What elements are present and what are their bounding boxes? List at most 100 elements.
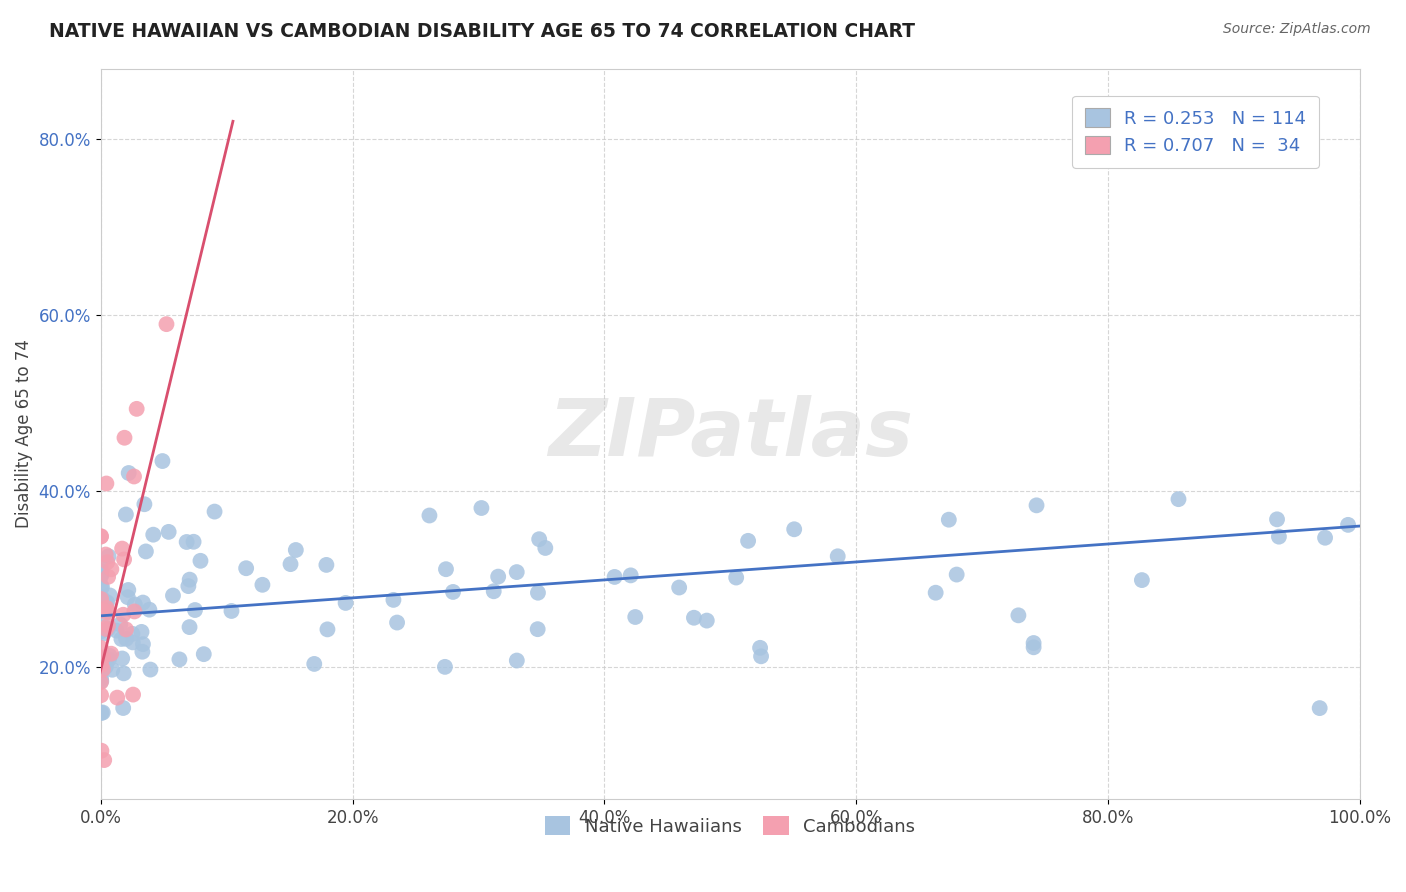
Point (193, 647, 215, 661)
Point (97, 605, 120, 619)
Point (482, 584, 505, 599)
Point (603, 570, 626, 584)
Point (316, 623, 339, 637)
Point (284, 543, 307, 558)
Point (97, 622, 120, 636)
Point (527, 585, 550, 599)
Point (90, 591, 112, 605)
Text: Source: ZipAtlas.com: Source: ZipAtlas.com (1223, 22, 1371, 37)
Point (114, 431, 136, 445)
Point (1025, 499, 1047, 513)
Point (1337, 517, 1360, 532)
Point (434, 562, 457, 576)
Point (90, 569, 112, 583)
Point (526, 622, 548, 636)
Point (91, 604, 114, 618)
Point (924, 585, 946, 599)
Point (90, 529, 112, 543)
Point (252, 578, 274, 592)
Point (112, 666, 135, 681)
Point (737, 533, 759, 548)
Point (749, 640, 772, 655)
Point (184, 603, 207, 617)
Point (97, 549, 120, 564)
Point (98, 648, 121, 663)
Point (433, 660, 456, 674)
Point (486, 569, 509, 583)
Point (97, 618, 120, 632)
Point (96, 555, 118, 569)
Point (111, 651, 134, 665)
Point (155, 317, 177, 331)
Point (441, 585, 464, 599)
Point (506, 654, 529, 668)
Point (1007, 608, 1029, 623)
Point (90, 675, 112, 690)
Point (96, 476, 118, 491)
Point (110, 617, 132, 632)
Point (190, 554, 212, 568)
Point (131, 645, 153, 659)
Point (620, 568, 643, 582)
Point (204, 505, 226, 519)
Point (696, 614, 718, 628)
Point (117, 582, 139, 597)
Point (749, 649, 772, 664)
Point (90, 599, 112, 614)
Point (135, 544, 157, 558)
Point (100, 647, 122, 661)
Point (152, 454, 174, 468)
Point (527, 532, 550, 546)
Point (162, 589, 184, 603)
Point (177, 579, 200, 593)
Point (93, 753, 115, 767)
Point (90, 688, 112, 702)
Point (315, 558, 337, 572)
Legend: Native Hawaiians, Cambodians: Native Hawaiians, Cambodians (536, 807, 924, 845)
Point (335, 596, 357, 610)
Y-axis label: Disability Age 65 to 74: Disability Age 65 to 74 (15, 339, 32, 528)
Point (91, 663, 114, 677)
Point (96, 601, 118, 615)
Point (385, 615, 408, 630)
Point (1268, 530, 1291, 544)
Point (96, 595, 118, 609)
Point (96, 598, 118, 612)
Point (115, 508, 138, 522)
Point (90, 602, 112, 616)
Point (100, 562, 122, 576)
Point (124, 604, 146, 618)
Point (90, 744, 112, 758)
Point (90, 568, 112, 582)
Point (90, 706, 112, 720)
Point (683, 611, 706, 625)
Point (112, 607, 135, 622)
Point (94, 659, 117, 673)
Point (115, 632, 138, 646)
Text: NATIVE HAWAIIAN VS CAMBODIAN DISABILITY AGE 65 TO 74 CORRELATION CHART: NATIVE HAWAIIAN VS CAMBODIAN DISABILITY … (49, 22, 915, 41)
Point (179, 620, 201, 634)
Point (125, 401, 148, 416)
Point (90, 674, 112, 689)
Point (124, 598, 146, 612)
Point (117, 591, 139, 605)
Point (91, 706, 114, 720)
Point (90, 557, 112, 571)
Point (101, 663, 124, 677)
Point (90, 530, 112, 544)
Point (94, 548, 117, 562)
Point (105, 690, 128, 705)
Point (534, 541, 557, 555)
Point (624, 610, 647, 624)
Point (221, 604, 243, 618)
Point (90, 565, 112, 579)
Point (90, 592, 112, 607)
Point (90, 651, 112, 665)
Point (945, 567, 967, 582)
Point (132, 596, 155, 610)
Point (783, 522, 806, 536)
Point (235, 561, 257, 575)
Point (506, 565, 529, 579)
Point (1130, 573, 1153, 587)
Point (90, 665, 112, 680)
